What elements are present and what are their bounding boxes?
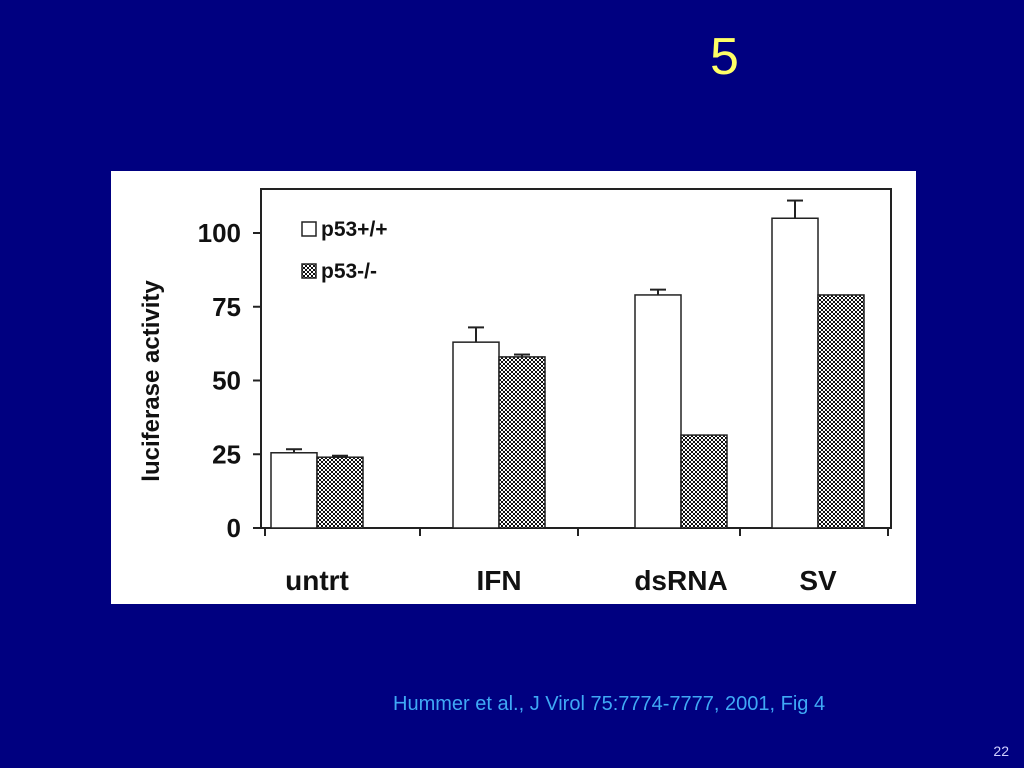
bar-p53-wt-ifn <box>452 341 500 529</box>
x-category-label: untrt <box>285 565 349 596</box>
y-tick-label: 0 <box>227 513 241 543</box>
citation: Hummer et al., J Virol 75:7774-7777, 200… <box>393 693 826 715</box>
x-category-label: IFN <box>476 565 521 596</box>
legend-swatch <box>301 221 317 237</box>
bar-p53-wt-dsrna <box>634 294 682 529</box>
legend-swatch <box>301 263 317 279</box>
bar-p53-ko-ifn <box>498 356 546 529</box>
bar-p53-ko-sv <box>817 294 865 529</box>
bar-p53-wt-untrt <box>270 452 318 529</box>
y-tick-label: 50 <box>212 366 241 396</box>
y-tick-label: 25 <box>212 439 241 469</box>
y-tick-label: 100 <box>198 218 241 248</box>
x-category-label: dsRNA <box>634 565 727 596</box>
bar-p53-ko-untrt <box>316 456 364 529</box>
bar-p53-ko-dsrna <box>680 434 728 529</box>
bar-p53-wt-sv <box>771 217 819 529</box>
legend-label: p53-/- <box>321 260 377 283</box>
y-tick-label: 75 <box>212 292 241 322</box>
y-axis-title: luciferase activity <box>138 280 165 482</box>
legend-label: p53+/+ <box>321 218 388 241</box>
figure-panel: luciferase activity 0 25 50 75 100 untrt IFN ds… <box>111 171 916 604</box>
plot-frame <box>260 188 892 529</box>
slide-title: 5 <box>710 28 739 86</box>
bar-chart: luciferase activity 0 25 50 75 100 untrt IFN ds… <box>138 188 892 596</box>
page-number: 22 <box>993 743 1009 759</box>
plot-area: 0 25 50 75 100 untrt IFN dsRNA SV p53+/+ p53-/- <box>198 188 892 596</box>
x-category-label: SV <box>799 565 837 596</box>
